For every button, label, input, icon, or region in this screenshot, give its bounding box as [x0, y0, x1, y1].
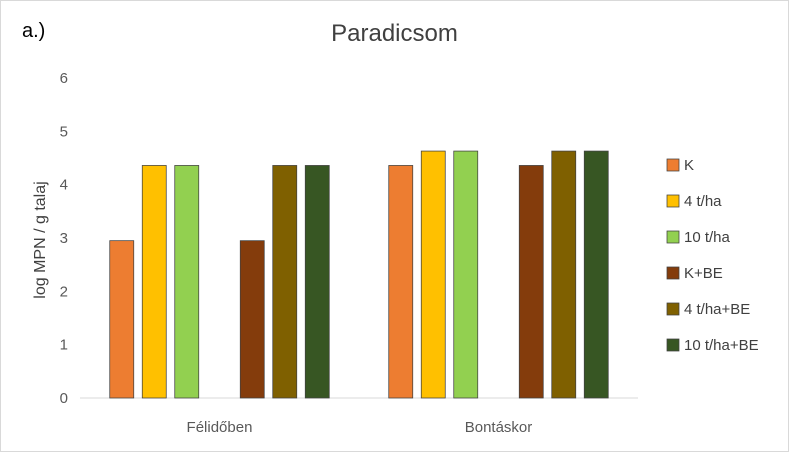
bar-10-t-ha-be-1	[304, 165, 330, 399]
x-tick-label: Félidőben	[187, 419, 253, 436]
bar-10-t-ha-1	[174, 165, 200, 399]
y-tick-label: 5	[60, 123, 68, 140]
bar-k-be-2	[518, 165, 544, 399]
x-tick-label: Bontáskor	[465, 419, 533, 436]
y-tick-label: 3	[60, 230, 68, 247]
legend-swatch	[666, 338, 680, 352]
bar-10-t-ha-2	[453, 150, 479, 399]
legend-label: 4 t/ha	[684, 193, 722, 210]
legend-label: 10 t/ha+BE	[684, 337, 759, 354]
y-tick-label: 0	[60, 390, 68, 407]
panel-label: a.)	[22, 20, 46, 42]
bar-4-t-ha-be-1	[272, 165, 298, 399]
bar-4-t-ha-2	[420, 150, 446, 399]
legend-swatch	[666, 230, 680, 244]
y-tick-label: 1	[60, 337, 68, 354]
legend-label: K+BE	[684, 265, 723, 282]
bar-4-t-ha-1	[141, 165, 167, 399]
legend-label: K	[684, 157, 694, 174]
y-axis-ticks: 0 1 2 3 4 5 6	[60, 70, 68, 407]
bars	[109, 150, 609, 399]
legend: K 4 t/ha 10 t/ha K+BE 4 t/ha+BE 10 t/ha+BE	[666, 157, 759, 354]
bar-4-t-ha-be-2	[551, 150, 577, 399]
y-tick-label: 2	[60, 283, 68, 300]
y-tick-label: 4	[60, 177, 68, 194]
legend-label: 4 t/ha+BE	[684, 301, 750, 318]
bar-k-2	[388, 165, 414, 399]
legend-swatch	[666, 302, 680, 316]
bar-10-t-ha-be-2	[583, 150, 609, 399]
chart-title: Paradicsom	[331, 20, 458, 47]
x-axis-ticks: Félidőben Bontáskor	[187, 419, 533, 436]
legend-swatch	[666, 158, 680, 172]
y-tick-label: 6	[60, 70, 68, 87]
legend-swatch	[666, 266, 680, 280]
bar-k-1	[109, 240, 135, 399]
legend-swatch	[666, 194, 680, 208]
y-axis-label: log MPN / g talaj	[32, 181, 49, 298]
bar-k-be-1	[239, 240, 265, 399]
legend-label: 10 t/ha	[684, 229, 731, 246]
